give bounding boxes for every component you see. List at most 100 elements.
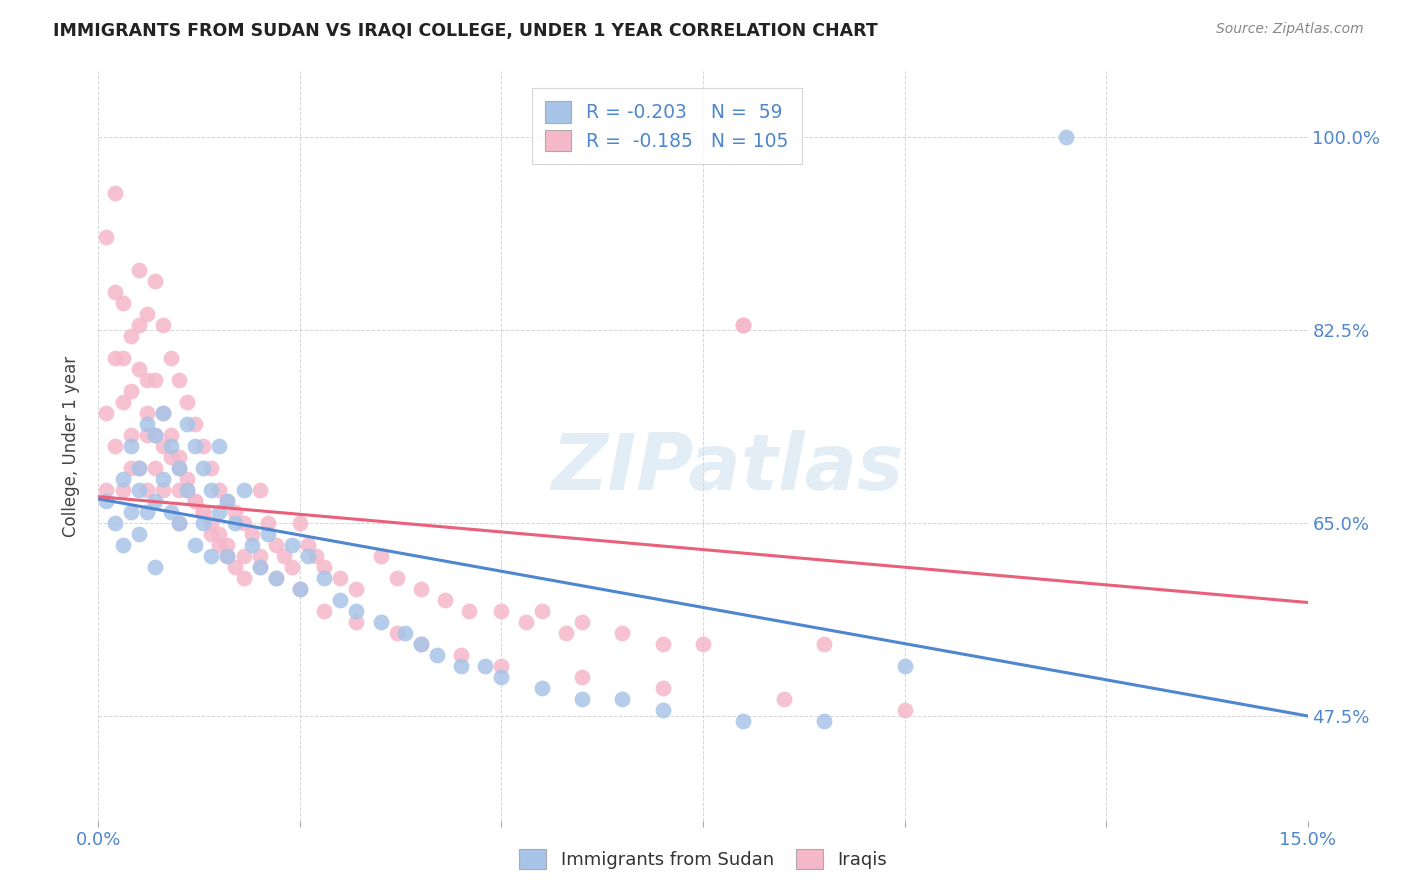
Point	[135, 483, 157, 497]
Point	[167, 516, 190, 530]
Point	[167, 461, 190, 475]
Point	[103, 186, 125, 200]
Point	[96, 229, 118, 244]
Point	[249, 483, 271, 497]
Point	[555, 626, 578, 640]
Point	[1054, 130, 1077, 145]
Point	[208, 483, 231, 497]
Point	[193, 505, 215, 519]
Point	[232, 549, 254, 564]
Point	[249, 560, 271, 574]
Point	[288, 582, 311, 597]
Point	[474, 659, 496, 673]
Point	[135, 417, 157, 431]
Point	[344, 604, 367, 618]
Point	[96, 494, 118, 508]
Point	[772, 692, 794, 706]
Point	[143, 428, 166, 442]
Point	[200, 516, 222, 530]
Point	[143, 428, 166, 442]
Point	[176, 483, 198, 497]
Point	[167, 516, 190, 530]
Y-axis label: College, Under 1 year: College, Under 1 year	[62, 355, 80, 537]
Point	[152, 472, 174, 486]
Point	[96, 406, 118, 420]
Point	[692, 637, 714, 651]
Point	[128, 483, 150, 497]
Point	[733, 318, 755, 332]
Point	[111, 472, 134, 486]
Point	[167, 461, 190, 475]
Point	[143, 494, 166, 508]
Point	[409, 637, 432, 651]
Point	[160, 505, 183, 519]
Point	[120, 328, 142, 343]
Point	[217, 494, 239, 508]
Point	[297, 549, 319, 564]
Point	[530, 604, 553, 618]
Point	[184, 417, 207, 431]
Point	[273, 549, 295, 564]
Point	[128, 527, 150, 541]
Point	[733, 318, 755, 332]
Point	[135, 406, 157, 420]
Point	[152, 406, 174, 420]
Point	[458, 604, 481, 618]
Point	[240, 538, 263, 552]
Point	[120, 439, 142, 453]
Point	[111, 295, 134, 310]
Point	[111, 538, 134, 552]
Point	[224, 516, 246, 530]
Point	[612, 626, 634, 640]
Point	[135, 307, 157, 321]
Point	[893, 703, 915, 717]
Point	[813, 637, 835, 651]
Point	[571, 615, 593, 630]
Point	[176, 417, 198, 431]
Point	[264, 571, 287, 585]
Point	[167, 373, 190, 387]
Text: IMMIGRANTS FROM SUDAN VS IRAQI COLLEGE, UNDER 1 YEAR CORRELATION CHART: IMMIGRANTS FROM SUDAN VS IRAQI COLLEGE, …	[53, 22, 879, 40]
Point	[176, 483, 198, 497]
Point	[96, 483, 118, 497]
Point	[240, 527, 263, 541]
Point	[160, 351, 183, 365]
Point	[224, 560, 246, 574]
Point	[193, 439, 215, 453]
Point	[103, 285, 125, 299]
Point	[224, 505, 246, 519]
Point	[434, 593, 457, 607]
Point	[288, 582, 311, 597]
Point	[167, 450, 190, 464]
Point	[571, 670, 593, 684]
Point	[651, 703, 673, 717]
Point	[200, 461, 222, 475]
Point	[256, 516, 278, 530]
Point	[264, 538, 287, 552]
Point	[208, 439, 231, 453]
Point	[208, 505, 231, 519]
Point	[103, 516, 125, 530]
Point	[281, 560, 304, 574]
Point	[217, 494, 239, 508]
Point	[135, 373, 157, 387]
Point	[128, 461, 150, 475]
Point	[491, 604, 513, 618]
Point	[385, 626, 408, 640]
Point	[111, 351, 134, 365]
Point	[143, 560, 166, 574]
Point	[314, 571, 336, 585]
Point	[111, 395, 134, 409]
Point	[184, 494, 207, 508]
Point	[530, 681, 553, 696]
Point	[256, 527, 278, 541]
Point	[651, 637, 673, 651]
Point	[491, 659, 513, 673]
Point	[143, 461, 166, 475]
Point	[160, 439, 183, 453]
Point	[128, 262, 150, 277]
Point	[160, 450, 183, 464]
Point	[193, 461, 215, 475]
Point	[491, 670, 513, 684]
Point	[344, 582, 367, 597]
